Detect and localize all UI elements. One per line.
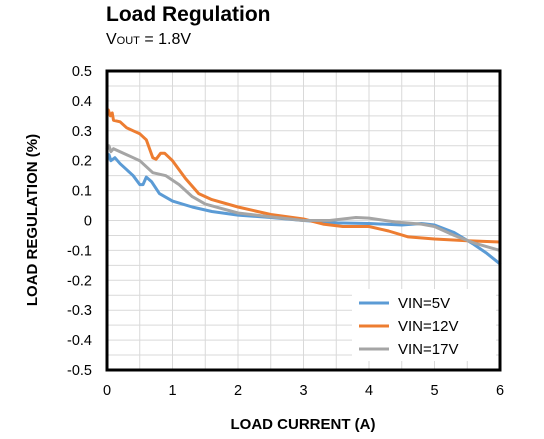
x-tick-label: 1 (168, 383, 176, 399)
chart-title: Load Regulation (106, 3, 271, 26)
y-tick-label: -0.2 (67, 273, 92, 289)
subtitle-main: V (106, 31, 117, 48)
y-tick-label: 0 (84, 214, 92, 230)
x-tick-label: 6 (496, 383, 504, 399)
x-tick-label: 4 (365, 383, 373, 399)
y-tick-label: -0.4 (67, 333, 92, 349)
y-tick-label: 0.1 (72, 184, 92, 200)
legend: VIN=5V VIN=12V VIN=17V (352, 289, 496, 361)
x-tick-label: 5 (430, 383, 438, 399)
series-line-2 (105, 108, 502, 244)
y-tick-label: 0.2 (72, 154, 92, 170)
x-tick-label: 0 (103, 383, 111, 399)
series-line-3 (105, 144, 502, 252)
chart-subtitle: VOUT = 1.8V (106, 31, 191, 49)
y-tick-label: -0.5 (67, 363, 92, 379)
series-lines (105, 108, 502, 266)
x-tick-label: 2 (234, 383, 242, 399)
legend-label-2: VIN=12V (398, 318, 458, 335)
x-tick-label: 3 (299, 383, 307, 399)
y-tick-label: 0.5 (72, 64, 92, 80)
y-tick-label: 0.3 (72, 124, 92, 140)
y-tick-label: -0.1 (67, 243, 92, 259)
y-tick-labels: 0.5 0.4 0.3 0.2 0.1 0 -0.1 -0.2 -0.3 -0.4 -0.5 (67, 64, 92, 379)
legend-label-3: VIN=17V (398, 341, 458, 358)
x-tick-labels: 0 1 2 3 4 5 6 (103, 383, 504, 399)
plot-frame (105, 69, 502, 372)
y-axis-title: LOAD REGULATION (%) (24, 134, 41, 306)
x-axis-title: LOAD CURRENT (A) (231, 416, 376, 433)
subtitle-rest: = 1.8V (139, 31, 192, 48)
legend-label-1: VIN=5V (398, 295, 450, 312)
subtitle-subscript: OUT (116, 35, 140, 47)
y-tick-label: -0.3 (67, 303, 92, 319)
y-tick-label: 0.4 (72, 94, 92, 110)
